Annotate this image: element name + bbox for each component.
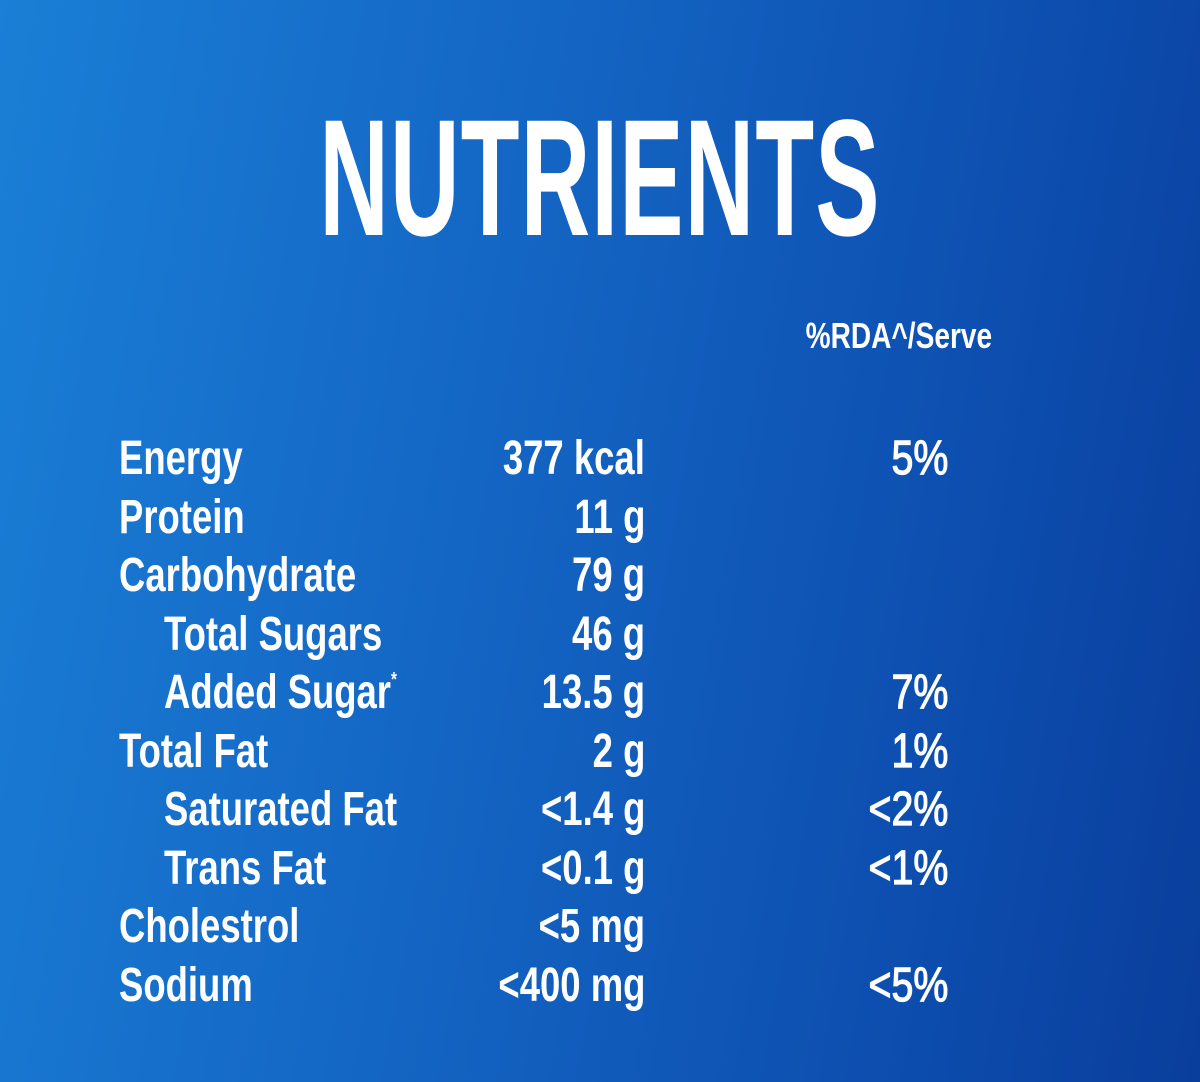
nutrient-label: Protein bbox=[119, 490, 245, 544]
nutrient-label: Total Fat bbox=[119, 724, 269, 778]
nutrient-name: Cholestrol bbox=[119, 903, 299, 951]
nutrient-amount: 13.5 g bbox=[541, 666, 645, 719]
nutrient-amount: 377 kcal bbox=[502, 432, 645, 485]
nutrient-rda: 5% bbox=[891, 432, 949, 485]
nutrient-name: Total Sugars bbox=[164, 607, 383, 661]
title: NUTRIENTS bbox=[319, 86, 881, 271]
nutrient-label: Carbohydrate bbox=[119, 549, 357, 602]
nutrient-label: Added Sugar bbox=[164, 666, 392, 719]
nutrient-label: Total Sugars bbox=[164, 607, 383, 661]
nutrient-name: Energy bbox=[119, 435, 243, 483]
nutrient-name: Total Fat bbox=[119, 724, 269, 778]
nutrient-label: Sodium bbox=[119, 958, 253, 1012]
nutrient-label: Energy bbox=[119, 432, 243, 485]
nutrient-label: Trans Fat bbox=[164, 841, 327, 895]
column-header: %RDA^/Serve bbox=[805, 315, 992, 356]
nutrient-amount: <0.1 g bbox=[540, 841, 645, 895]
nutrient-name: Trans Fat bbox=[164, 841, 327, 895]
nutrient-name: Saturated Fat bbox=[164, 786, 397, 834]
nutrient-name: Carbohydrate bbox=[119, 552, 356, 600]
nutrient-amount: 79 g bbox=[572, 549, 645, 602]
nutrient-label: Saturated Fat bbox=[164, 783, 398, 836]
nutrient-amount: <1.4 g bbox=[540, 783, 645, 836]
nutrient-amount: 11 g bbox=[574, 490, 645, 544]
nutrient-rda: <5% bbox=[868, 958, 949, 1012]
nutrient-rda: <2% bbox=[868, 783, 949, 836]
nutrient-rda: 7% bbox=[891, 666, 949, 719]
nutrient-rda: 1% bbox=[891, 724, 949, 778]
nutrient-amount: <5 mg bbox=[538, 900, 645, 953]
footnote-mark: * bbox=[391, 669, 397, 691]
nutrient-name: Protein bbox=[119, 490, 245, 544]
nutrient-name: Sodium bbox=[119, 958, 253, 1012]
nutrient-amount: 46 g bbox=[572, 607, 645, 661]
nutrient-amount: 2 g bbox=[592, 724, 645, 778]
nutrient-label: Cholestrol bbox=[119, 900, 300, 953]
nutrient-rda: <1% bbox=[868, 841, 949, 895]
nutrient-name: Added Sugar* bbox=[164, 669, 397, 717]
nutrient-amount: <400 mg bbox=[497, 958, 645, 1012]
